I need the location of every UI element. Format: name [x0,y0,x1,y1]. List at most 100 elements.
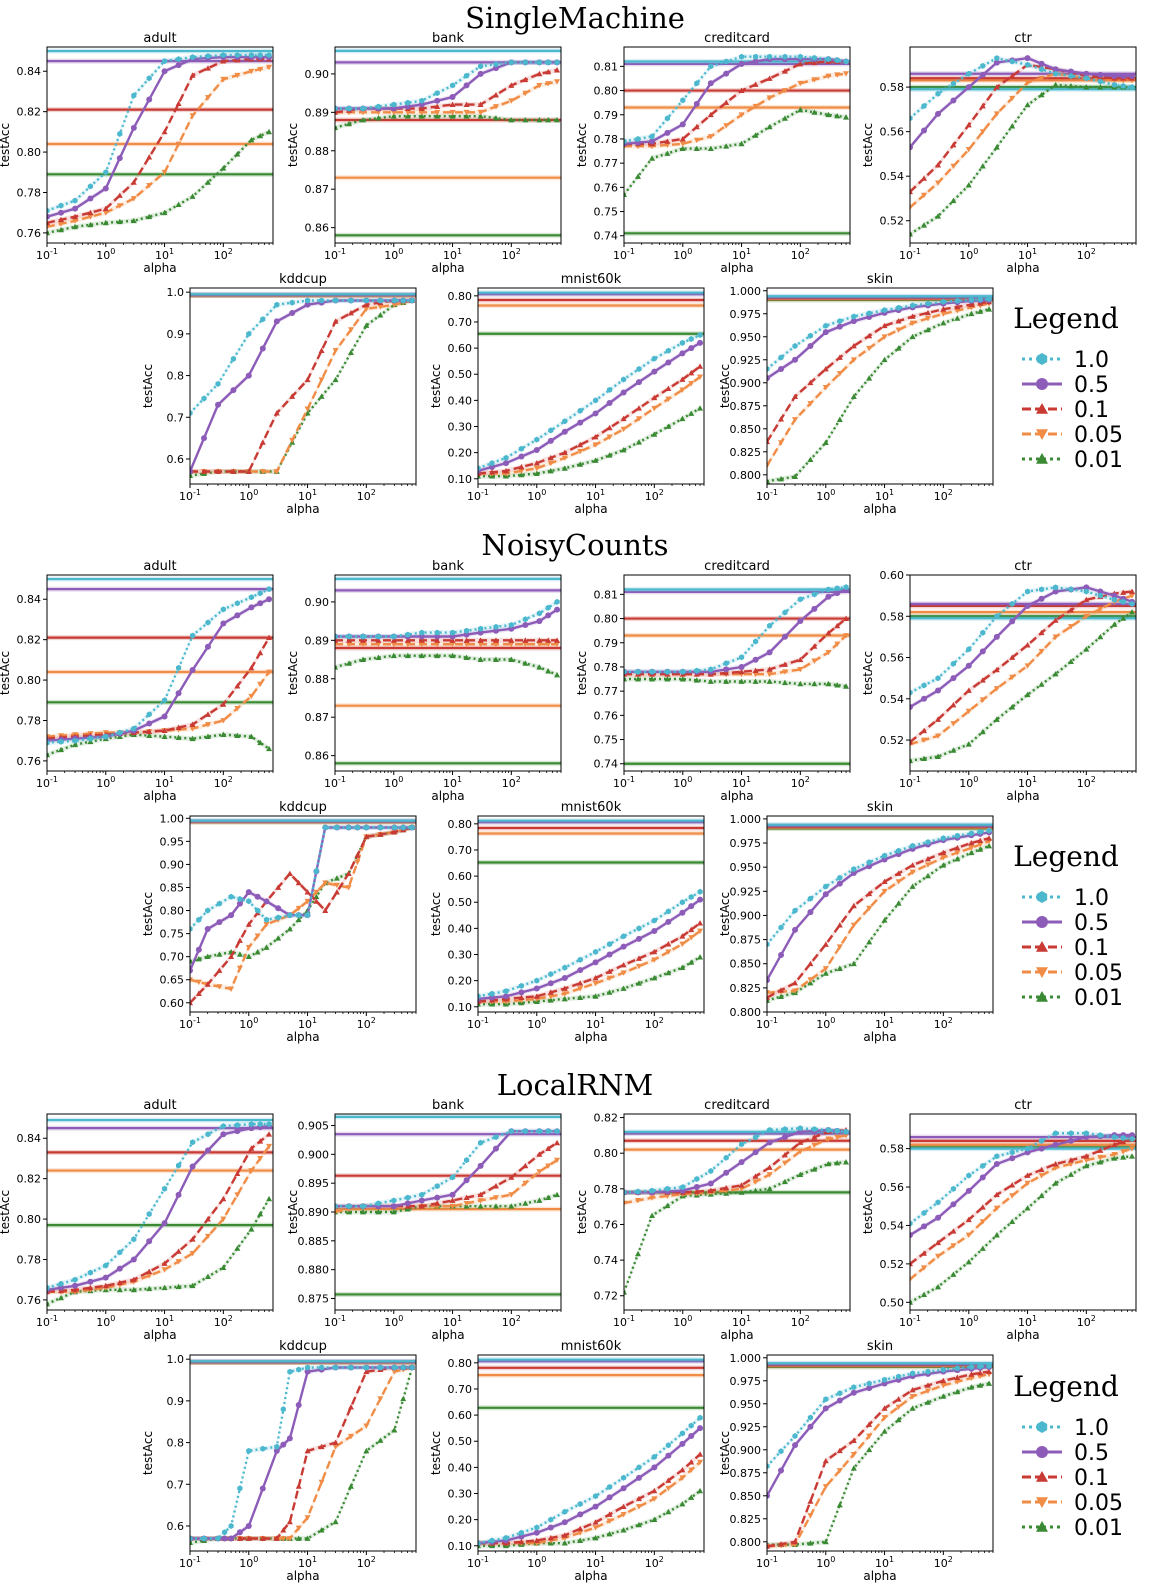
data-point [1052,1160,1059,1167]
data-point [968,1364,974,1370]
data-point [545,68,552,75]
data-point [620,970,627,976]
data-point [305,297,311,304]
data-point [909,320,916,326]
y-axis-label: testAcc [575,123,589,167]
data-point [697,332,703,338]
data-point [236,965,243,972]
data-point [176,664,182,671]
data-point [1097,1154,1104,1161]
data-point [562,964,568,971]
data-point [697,374,704,380]
data-point [688,894,694,900]
y-tick-label: 0.900 [730,909,762,922]
data-point [792,1538,799,1545]
chart-panel-singlemachine-skin: skin0.8000.8250.8500.8750.9000.9250.9500… [718,272,994,516]
axes-frame [189,815,417,1013]
legend-entry-0.01: 0.01 [1022,986,1123,1011]
data-point [651,957,658,963]
y-tick-label: 0.905 [298,1120,330,1133]
y-tick-label: 0.800 [730,469,762,482]
x-tick-label: 101 [1018,775,1037,790]
data-point [921,192,928,199]
x-axis-label: alpha [720,261,753,275]
data-point [295,1525,302,1532]
data-point [620,985,627,991]
data-point [295,905,302,912]
data-point [522,76,529,83]
data-point [536,70,543,77]
data-point [116,203,123,209]
data-point [146,720,153,727]
data-point [545,668,552,674]
data-point [377,304,384,310]
data-point [547,980,554,987]
series-line-0.05 [910,594,1133,746]
data-point [767,1543,770,1549]
data-point [766,666,773,672]
data-point [592,410,599,417]
data-point [248,136,255,143]
data-point [1024,101,1031,108]
data-point [449,633,456,640]
data-point [909,862,916,868]
data-point [322,907,329,913]
data-point [220,58,227,64]
data-point [822,439,829,445]
data-point [434,1183,440,1190]
data-point [866,863,873,870]
data-point [146,728,153,734]
data-point [694,667,700,674]
data-point [360,656,367,662]
data-point [954,1374,961,1380]
data-point [693,1188,700,1194]
x-axis-label: alpha [286,1569,319,1583]
data-point [866,939,873,945]
data-point [304,898,311,905]
data-point [492,1145,499,1152]
data-point [360,641,367,648]
data-point [649,668,655,675]
data-point [536,59,542,66]
data-point [545,1194,552,1200]
legend-marker [1036,429,1048,440]
axes-frame [623,574,851,772]
data-point [548,427,554,434]
y-axis-label: testAcc [861,1190,875,1234]
data-point [977,296,983,303]
data-point [146,154,153,160]
data-point [935,687,942,694]
series-line-0.1 [767,837,990,999]
data-point [280,1441,287,1448]
data-point [116,1265,123,1272]
data-point [404,1200,411,1207]
y-axis-label: testAcc [286,651,300,695]
plot-area [335,1114,561,1297]
legend-marker [1036,891,1048,903]
data-point [345,885,352,891]
data-point [47,751,50,758]
data-point [508,82,515,88]
data-point [679,376,686,382]
data-point [767,375,770,382]
y-tick-label: 0.10 [448,1540,473,1553]
data-point [346,660,353,666]
data-point [222,1529,228,1536]
data-point [333,889,340,895]
x-axis-label: alpha [143,1328,176,1342]
data-point [201,1535,207,1542]
axes-frame [766,815,994,1013]
data-point [834,590,841,597]
data-point [767,478,770,484]
data-point [924,309,931,316]
legend-label: 0.01 [1074,986,1123,1011]
data-point [332,1444,339,1450]
series-line-0.01 [767,844,990,1002]
data-point [697,888,703,895]
data-point [1097,1132,1103,1139]
data-point [954,832,960,839]
data-point [866,859,872,866]
data-point [679,964,686,970]
x-tick-label: 100 [673,775,692,790]
